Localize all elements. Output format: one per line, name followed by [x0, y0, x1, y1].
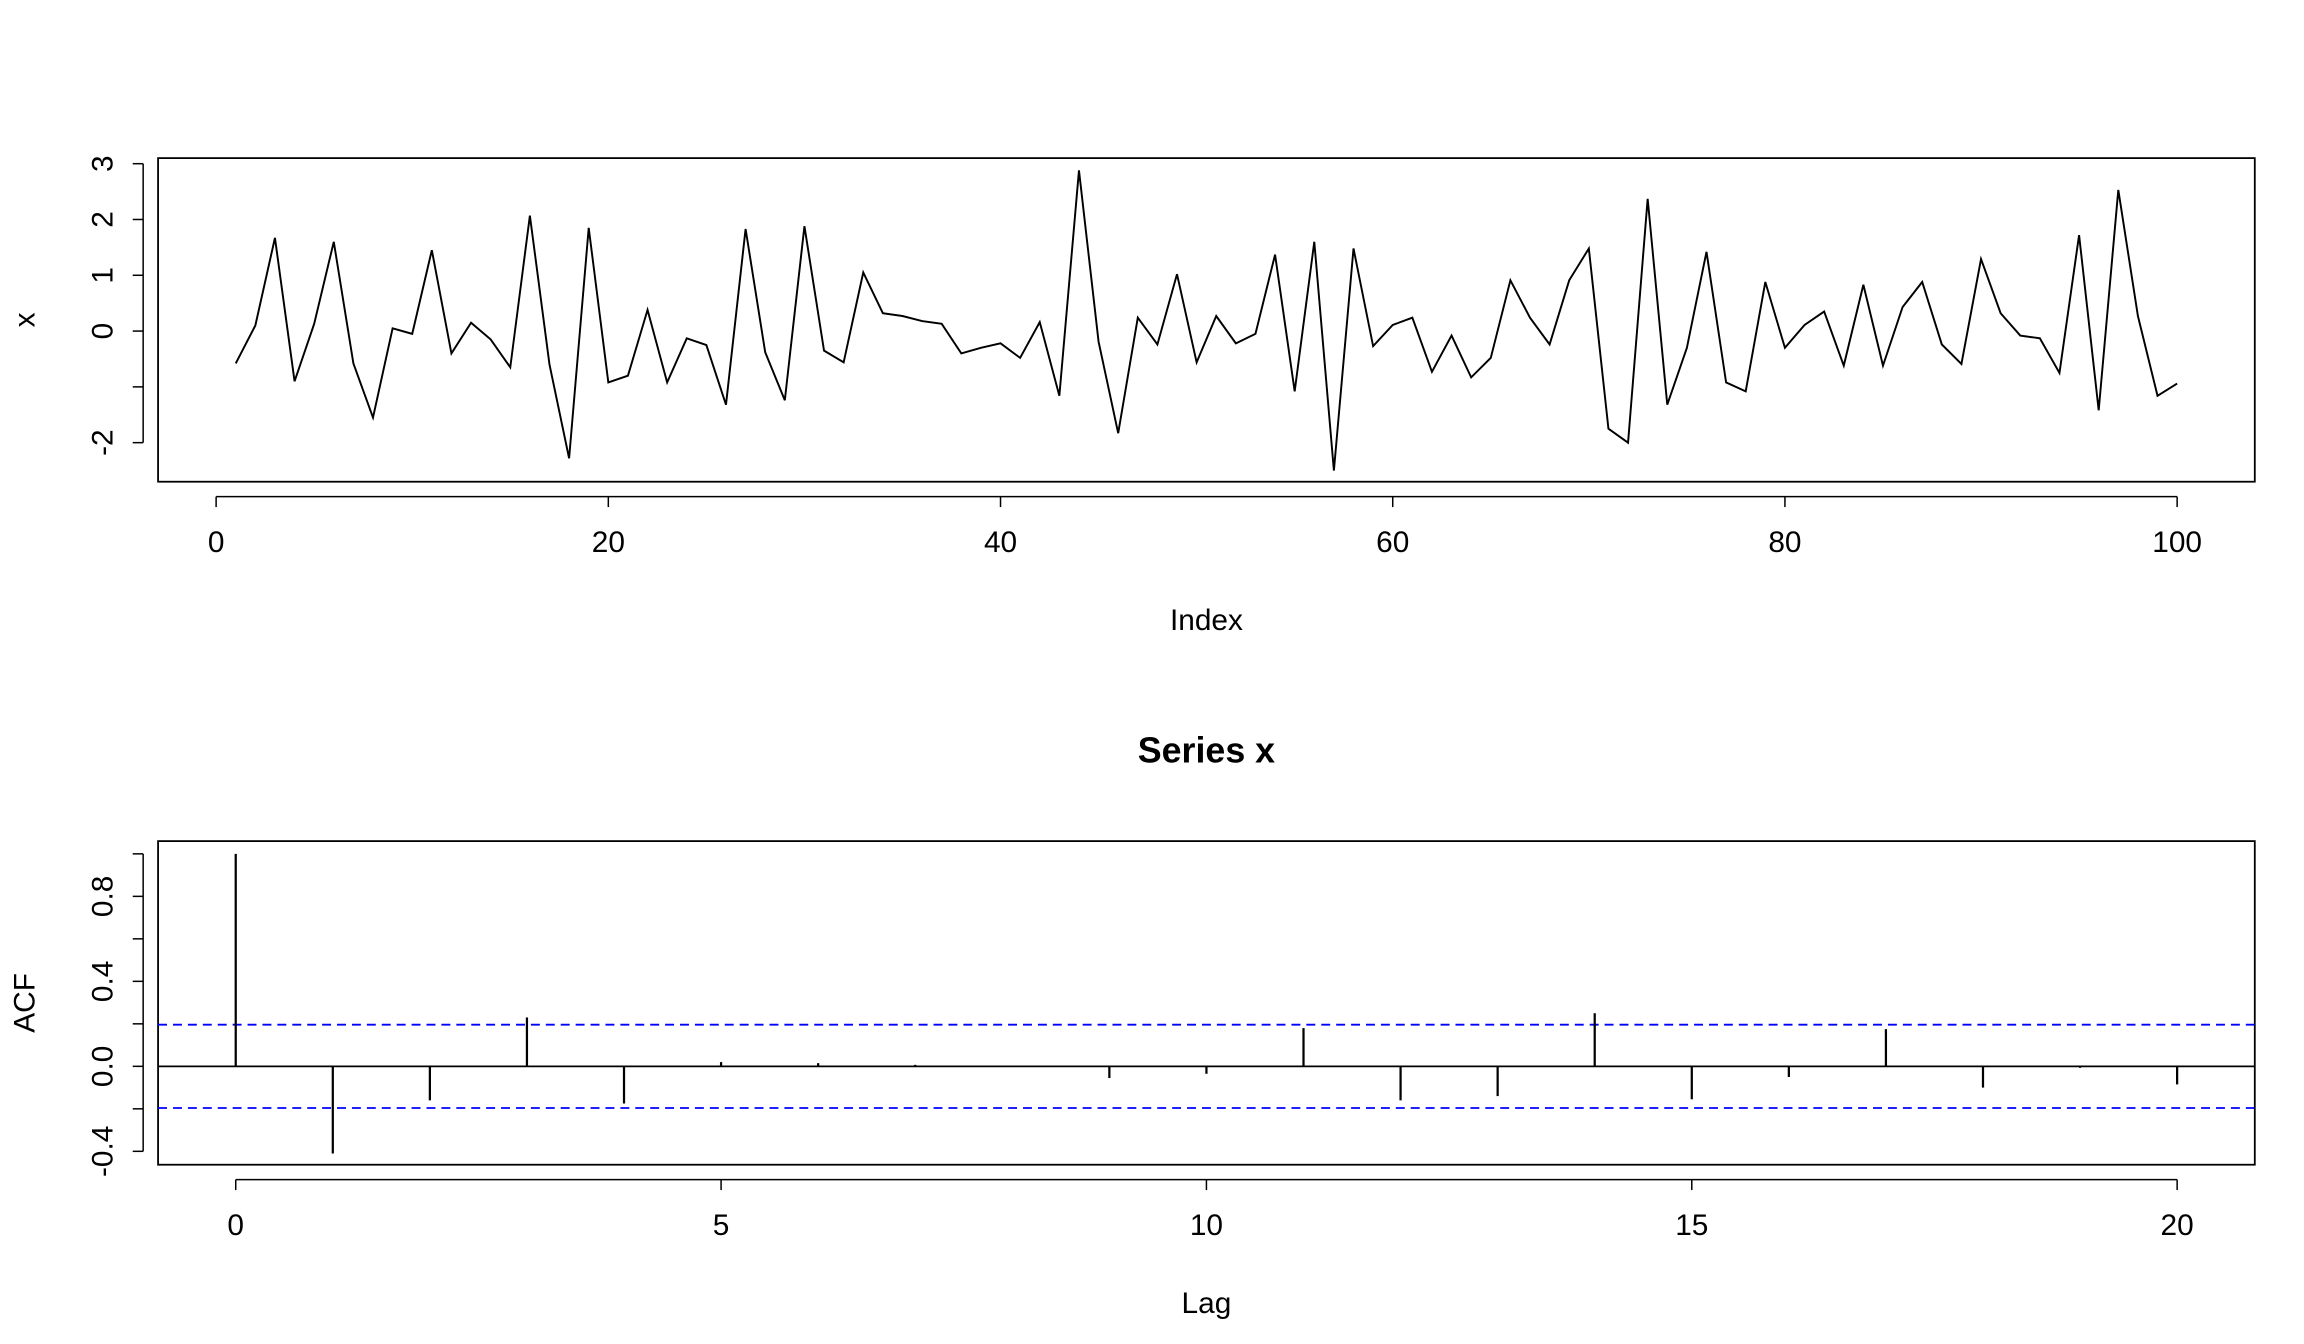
x-tick-label: 20: [2161, 1209, 2194, 1242]
chart-title: Series x: [1138, 731, 1275, 771]
y-tick-label: 0.0: [86, 1046, 119, 1087]
y-tick-label: 1: [86, 267, 119, 284]
x-tick-label: 5: [713, 1209, 730, 1242]
y-tick-label: -0.4: [86, 1126, 119, 1177]
y-tick-label: -2: [86, 429, 119, 456]
y-tick-label: 0.8: [86, 876, 119, 917]
y-tick-label: 3: [86, 155, 119, 172]
x-tick-label: 20: [592, 526, 625, 559]
x-axis-label: Index: [1170, 604, 1243, 637]
y-axis-label: x: [9, 312, 42, 327]
y-tick-label: 0: [86, 323, 119, 340]
x-tick-label: 60: [1376, 526, 1409, 559]
x-tick-label: 15: [1675, 1209, 1708, 1242]
x-tick-label: 10: [1190, 1209, 1223, 1242]
series-line: [234, 170, 2178, 471]
x-tick-label: 40: [984, 526, 1017, 559]
y-axis-label: ACF: [9, 973, 42, 1033]
y-tick-label: 2: [86, 211, 119, 228]
y-tick-label: 0.4: [86, 961, 119, 1002]
x-axis-label: Lag: [1182, 1287, 1232, 1320]
x-tick-label: 80: [1768, 526, 1801, 559]
x-tick-label: 0: [208, 526, 225, 559]
plot-box: [157, 840, 2256, 1166]
plot-box: [157, 157, 2256, 483]
x-tick-label: 100: [2152, 526, 2202, 559]
x-tick-label: 0: [227, 1209, 244, 1242]
